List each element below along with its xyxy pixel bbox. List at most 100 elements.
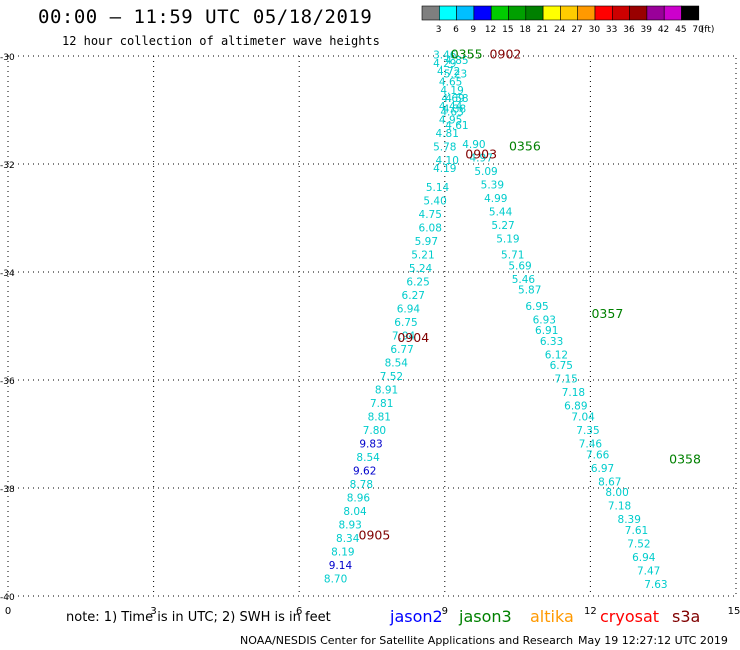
legend-label: 39 (641, 25, 653, 35)
swh-value: 4.10 (436, 155, 459, 167)
swh-value: 7.61 (625, 525, 648, 537)
swh-value: 6.94 (397, 304, 421, 316)
swh-value: 6.77 (390, 344, 413, 356)
swh-value: 5.44 (489, 206, 513, 218)
swh-value: 7.66 (586, 449, 610, 461)
y-tick-label: -36 (0, 377, 15, 387)
x-tick-label: 3 (150, 606, 156, 617)
swh-value: 4.38 (443, 104, 466, 116)
swh-value: 8.93 (338, 520, 361, 532)
legend-label: 15 (502, 25, 513, 35)
satellite-altika: altika (530, 607, 574, 626)
y-tick-label: -40 (0, 593, 15, 603)
credit-text: NOAA/NESDIS Center for Satellite Applica… (240, 634, 574, 647)
swh-value: 6.25 (406, 277, 429, 289)
swh-value: 8.54 (356, 452, 380, 464)
swh-value: 4.44 (439, 101, 463, 113)
swh-value: 8.70 (324, 574, 347, 586)
swh-value: 9.62 (353, 466, 376, 478)
swh-value: 5.87 (518, 285, 541, 297)
swh-value: 6.12 (545, 349, 568, 361)
legend-label: 12 (485, 25, 496, 35)
y-tick-label: -34 (0, 269, 15, 279)
satellite-cryosat: cryosat (600, 607, 660, 626)
swh-value: 4.69 (441, 93, 464, 105)
legend-label: 45 (675, 25, 686, 35)
swh-value: 5.27 (491, 220, 514, 232)
x-tick-label: 0 (5, 606, 11, 617)
legend-swatch (681, 5, 700, 21)
swh-value: 4.90 (462, 139, 485, 151)
time-label: 0358 (669, 452, 701, 467)
swh-value: 8.96 (347, 493, 371, 505)
time-label: 0356 (509, 139, 541, 154)
x-tick-label: 15 (728, 606, 740, 617)
x-tick-label: 9 (442, 606, 448, 617)
swh-value: 5.46 (512, 274, 536, 286)
legend-label: 42 (658, 25, 669, 35)
swh-value: 5.78 (433, 142, 456, 154)
page-title: 00:00 – 11:59 UTC 05/18/2019 (38, 6, 373, 28)
time-label: 0905 (359, 527, 391, 542)
swh-value: 7.04 (571, 412, 595, 424)
time-label: 0903 (465, 147, 497, 162)
swh-value: 6.33 (540, 336, 563, 348)
swh-value: 5.19 (496, 233, 519, 245)
swh-value: 7.52 (627, 538, 650, 550)
color-legend: 3 6 9 12 15 18 21 24 27 30 33 36 39 42 45 70(ft) (421, 5, 715, 35)
swh-value: 4.58 (445, 93, 468, 105)
swh-value: 8.91 (375, 385, 398, 397)
swh-value: 7.63 (644, 579, 667, 591)
legend-label: 33 (606, 25, 617, 35)
swh-value: 7.94 (392, 331, 416, 343)
swh-value: 4.63 (440, 106, 463, 118)
swh-value: 6.75 (550, 360, 573, 372)
swh-value: 8.34 (336, 533, 360, 545)
legend-label: 18 (519, 25, 531, 35)
page-subtitle: 12 hour collection of altimeter wave hei… (62, 34, 380, 48)
legend-label: 21 (537, 25, 548, 35)
swh-value: 5.21 (411, 250, 434, 262)
swh-value: 5.97 (415, 236, 438, 248)
swh-value: 8.00 (605, 487, 628, 499)
swh-value: 4.19 (433, 163, 456, 175)
swh-value: 8.04 (343, 506, 367, 518)
legend-label: 36 (623, 25, 635, 35)
legend-label: 3 (436, 25, 442, 35)
swh-value: 7.81 (370, 398, 393, 410)
swh-value: 4.99 (484, 193, 507, 205)
swh-value: 6.27 (402, 290, 425, 302)
swh-value: 4.61 (445, 120, 468, 132)
swh-value: 7.80 (363, 425, 386, 437)
swh-value: 4.85 (445, 55, 468, 67)
swh-value: 6.95 (525, 301, 548, 313)
swh-value: 4.65 (439, 77, 462, 89)
swh-value: 7.18 (608, 501, 631, 513)
legend-label: 70 (692, 25, 704, 35)
swh-value: 7.47 (637, 565, 660, 577)
footer-note-row: note: 1) Time is in UTC; 2) SWH is in fe… (0, 607, 740, 631)
swh-value: 7.18 (562, 387, 585, 399)
swh-value: 8.19 (331, 547, 354, 559)
swh-value: 8.54 (385, 358, 409, 370)
swh-value: 7.46 (579, 439, 603, 451)
y-tick-label: -32 (0, 161, 15, 171)
satellite-s3a: s3a (672, 607, 701, 626)
swh-value: 6.08 (419, 223, 442, 235)
swh-value: 4.97 (470, 152, 493, 164)
satellite-jason3: jason3 (459, 607, 512, 626)
swh-value: 4.95 (439, 115, 462, 127)
swh-value: 9.83 (359, 439, 382, 451)
legend-label: (ft) (701, 25, 715, 35)
swh-value: 5.40 (423, 196, 446, 208)
swh-value: 4.75 (419, 209, 442, 221)
y-tick-label: -30 (0, 53, 15, 63)
plot-frame (7, 55, 737, 597)
legend-label: 9 (470, 25, 476, 35)
swh-value: 4.72 (437, 66, 460, 78)
swh-value: 6.75 (394, 317, 417, 329)
swh-value: 7.15 (554, 374, 577, 386)
time-label: 0357 (591, 306, 623, 321)
swh-value: 9.14 (329, 560, 353, 572)
